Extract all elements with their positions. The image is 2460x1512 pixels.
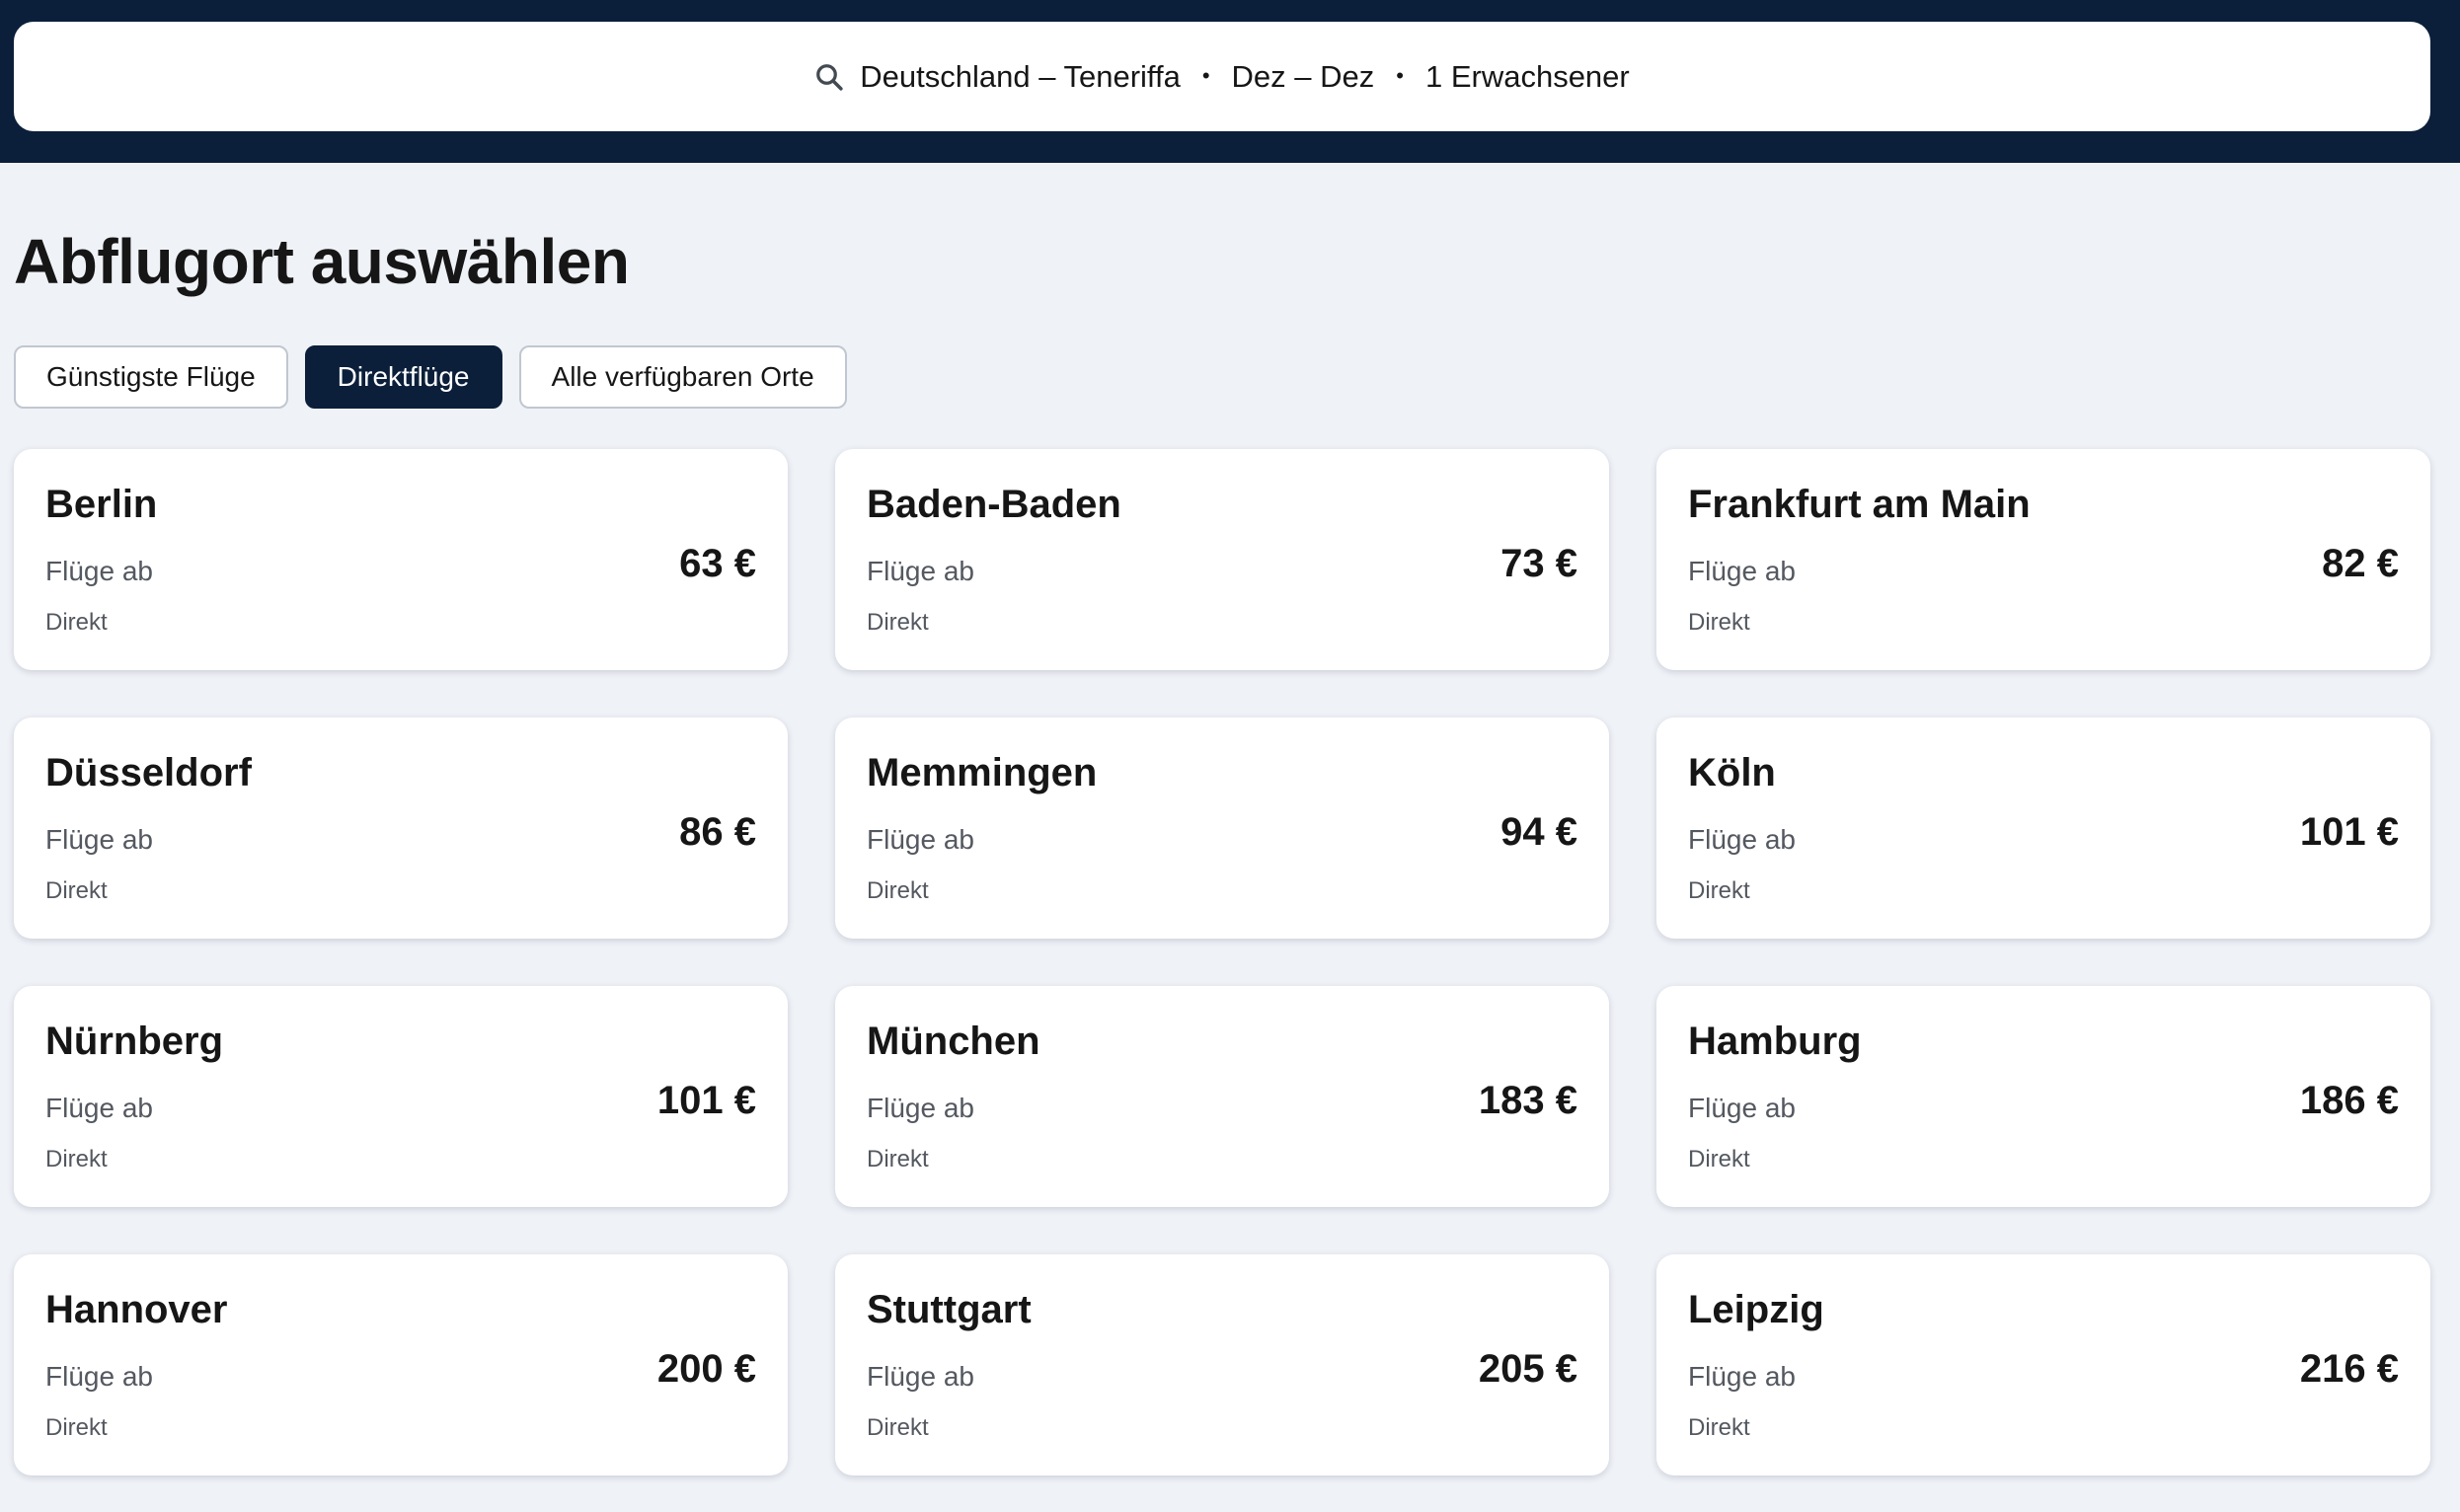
city-name: Frankfurt am Main bbox=[1688, 483, 2031, 526]
result-card[interactable]: Stuttgart Flüge ab 205 € Direkt bbox=[835, 1254, 1609, 1475]
price-prefix: Flüge ab bbox=[45, 824, 153, 855]
top-bar: Deutschland – Teneriffa • Dez – Dez • 1 … bbox=[0, 0, 2460, 163]
price: 73 € bbox=[1500, 542, 1577, 585]
stops-label: Direkt bbox=[867, 609, 929, 636]
price-prefix: Flüge ab bbox=[867, 1361, 974, 1392]
price-prefix: Flüge ab bbox=[1688, 556, 1796, 586]
search-icon bbox=[814, 62, 844, 92]
stops-label: Direkt bbox=[45, 1414, 108, 1441]
stops-label: Direkt bbox=[867, 1146, 929, 1172]
city-name: Köln bbox=[1688, 751, 1776, 794]
price-prefix: Flüge ab bbox=[45, 1093, 153, 1123]
results-grid: Berlin Flüge ab 63 € Direkt Baden-Baden … bbox=[14, 449, 2430, 1475]
price-prefix: Flüge ab bbox=[45, 556, 153, 586]
price: 101 € bbox=[2299, 810, 2399, 854]
price: 200 € bbox=[656, 1347, 756, 1391]
result-card[interactable]: Baden-Baden Flüge ab 73 € Direkt bbox=[835, 449, 1609, 670]
tab-cheapest-flights[interactable]: Günstigste Flüge bbox=[14, 345, 288, 409]
city-name: Hamburg bbox=[1688, 1020, 1862, 1063]
search-dates: Dez – Dez bbox=[1231, 58, 1375, 94]
result-card[interactable]: Nürnberg Flüge ab 101 € Direkt bbox=[14, 986, 788, 1207]
price: 216 € bbox=[2299, 1347, 2399, 1391]
city-name: Leipzig bbox=[1688, 1288, 1824, 1331]
tab-direct-flights[interactable]: Direktflüge bbox=[304, 345, 502, 409]
search-summary-button[interactable]: Deutschland – Teneriffa • Dez – Dez • 1 … bbox=[14, 22, 2430, 131]
result-card[interactable]: Memmingen Flüge ab 94 € Direkt bbox=[835, 718, 1609, 939]
stops-label: Direkt bbox=[45, 877, 108, 904]
result-card[interactable]: Hannover Flüge ab 200 € Direkt bbox=[14, 1254, 788, 1475]
result-card[interactable]: Hamburg Flüge ab 186 € Direkt bbox=[1656, 986, 2430, 1207]
city-name: Nürnberg bbox=[45, 1020, 223, 1063]
city-name: München bbox=[867, 1020, 1040, 1063]
price: 101 € bbox=[656, 1079, 756, 1122]
result-card[interactable]: Leipzig Flüge ab 216 € Direkt bbox=[1656, 1254, 2430, 1475]
price-prefix: Flüge ab bbox=[1688, 1361, 1796, 1392]
price-prefix: Flüge ab bbox=[867, 1093, 974, 1123]
separator-dot: • bbox=[1396, 62, 1404, 88]
city-name: Düsseldorf bbox=[45, 751, 252, 794]
price: 94 € bbox=[1500, 810, 1577, 854]
price-prefix: Flüge ab bbox=[1688, 824, 1796, 855]
stops-label: Direkt bbox=[1688, 1146, 1750, 1172]
city-name: Stuttgart bbox=[867, 1288, 1032, 1331]
stops-label: Direkt bbox=[45, 1146, 108, 1172]
price-prefix: Flüge ab bbox=[45, 1361, 153, 1392]
price: 205 € bbox=[1478, 1347, 1577, 1391]
stops-label: Direkt bbox=[1688, 1414, 1750, 1441]
result-card[interactable]: Berlin Flüge ab 63 € Direkt bbox=[14, 449, 788, 670]
price: 63 € bbox=[679, 542, 756, 585]
search-travellers: 1 Erwachsener bbox=[1424, 58, 1630, 94]
page-title: Abflugort auswählen bbox=[14, 226, 630, 297]
city-name: Baden-Baden bbox=[867, 483, 1121, 526]
stops-label: Direkt bbox=[1688, 609, 1750, 636]
price-prefix: Flüge ab bbox=[1688, 1093, 1796, 1123]
result-card[interactable]: Frankfurt am Main Flüge ab 82 € Direkt bbox=[1656, 449, 2430, 670]
separator-dot: • bbox=[1201, 62, 1210, 88]
result-card[interactable]: München Flüge ab 183 € Direkt bbox=[835, 986, 1609, 1207]
stops-label: Direkt bbox=[867, 877, 929, 904]
price: 183 € bbox=[1478, 1079, 1577, 1122]
result-card[interactable]: Düsseldorf Flüge ab 86 € Direkt bbox=[14, 718, 788, 939]
city-name: Hannover bbox=[45, 1288, 228, 1331]
stops-label: Direkt bbox=[45, 609, 108, 636]
price-prefix: Flüge ab bbox=[867, 824, 974, 855]
filter-tabs: Günstigste Flüge Direktflüge Alle verfüg… bbox=[14, 345, 864, 409]
stops-label: Direkt bbox=[867, 1414, 929, 1441]
price-prefix: Flüge ab bbox=[867, 556, 974, 586]
city-name: Berlin bbox=[45, 483, 158, 526]
price: 186 € bbox=[2299, 1079, 2399, 1122]
city-name: Memmingen bbox=[867, 751, 1098, 794]
price: 86 € bbox=[679, 810, 756, 854]
tab-all-locations[interactable]: Alle verfügbaren Orte bbox=[518, 345, 847, 409]
price: 82 € bbox=[2322, 542, 2399, 585]
result-card[interactable]: Köln Flüge ab 101 € Direkt bbox=[1656, 718, 2430, 939]
stops-label: Direkt bbox=[1688, 877, 1750, 904]
search-route: Deutschland – Teneriffa bbox=[860, 58, 1181, 94]
